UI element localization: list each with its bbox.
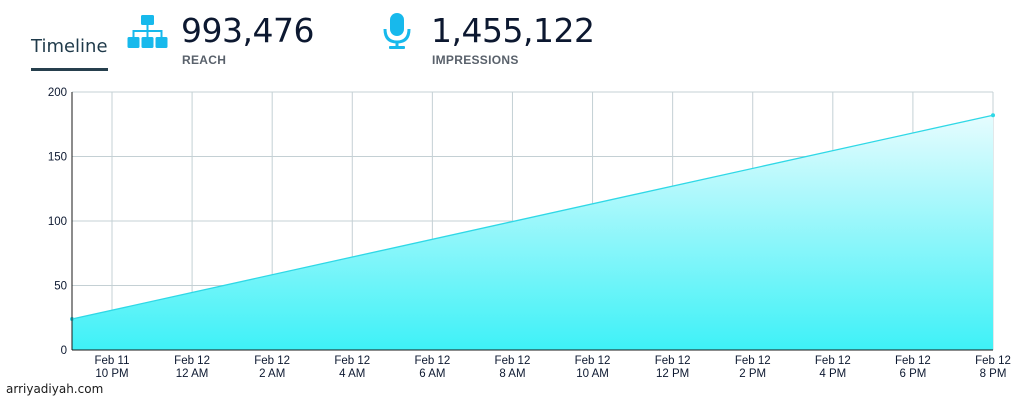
watermark: arriyadiyah.com: [6, 382, 104, 396]
data-point: [991, 113, 995, 118]
reach-label: REACH: [182, 53, 227, 67]
y-tick-label: 100: [48, 216, 67, 228]
x-tick-label: Feb 12 2 PM: [735, 355, 771, 380]
impressions-label: IMPRESSIONS: [432, 53, 519, 67]
y-tick-label: 50: [54, 281, 67, 293]
x-tick-label: Feb 12 4 AM: [334, 355, 370, 380]
microphone-icon: [383, 12, 411, 55]
sitemap-icon: [127, 14, 169, 55]
y-tick-label: 150: [48, 152, 67, 164]
x-tick-label: Feb 12 12 AM: [174, 355, 210, 380]
y-tick-label: 200: [48, 87, 67, 99]
timeline-tab-label[interactable]: Timeline: [31, 36, 108, 57]
y-tick-label: 0: [61, 345, 67, 357]
x-tick-label: Feb 12 4 PM: [815, 355, 851, 380]
x-tick-label: Feb 12 12 PM: [655, 355, 691, 380]
x-tick-label: Feb 12 6 AM: [414, 355, 450, 380]
x-tick-label: Feb 11 10 PM: [95, 355, 130, 380]
y-tick-labels: 0 50 100 150 200: [48, 87, 67, 357]
reach-value: 993,476: [181, 11, 314, 50]
series-line: [71, 114, 994, 320]
x-tick-label: Feb 12 2 AM: [254, 355, 290, 380]
x-tick-label: Feb 12 8 AM: [495, 355, 531, 380]
x-tick-label: Feb 12 8 PM: [975, 355, 1011, 380]
area-series: [70, 113, 995, 350]
x-tick-label: Feb 12 6 PM: [895, 355, 931, 380]
timeline-tab-underline: [31, 68, 108, 71]
axes: [71, 92, 993, 351]
x-tick-label: Feb 12 10 AM: [575, 355, 611, 380]
area-fill: [72, 115, 993, 350]
impressions-value: 1,455,122: [431, 11, 595, 50]
x-tick-labels: Feb 11 10 PM Feb 12 12 AM Feb 12 2 AM Feb 12 4 …: [95, 355, 1011, 380]
